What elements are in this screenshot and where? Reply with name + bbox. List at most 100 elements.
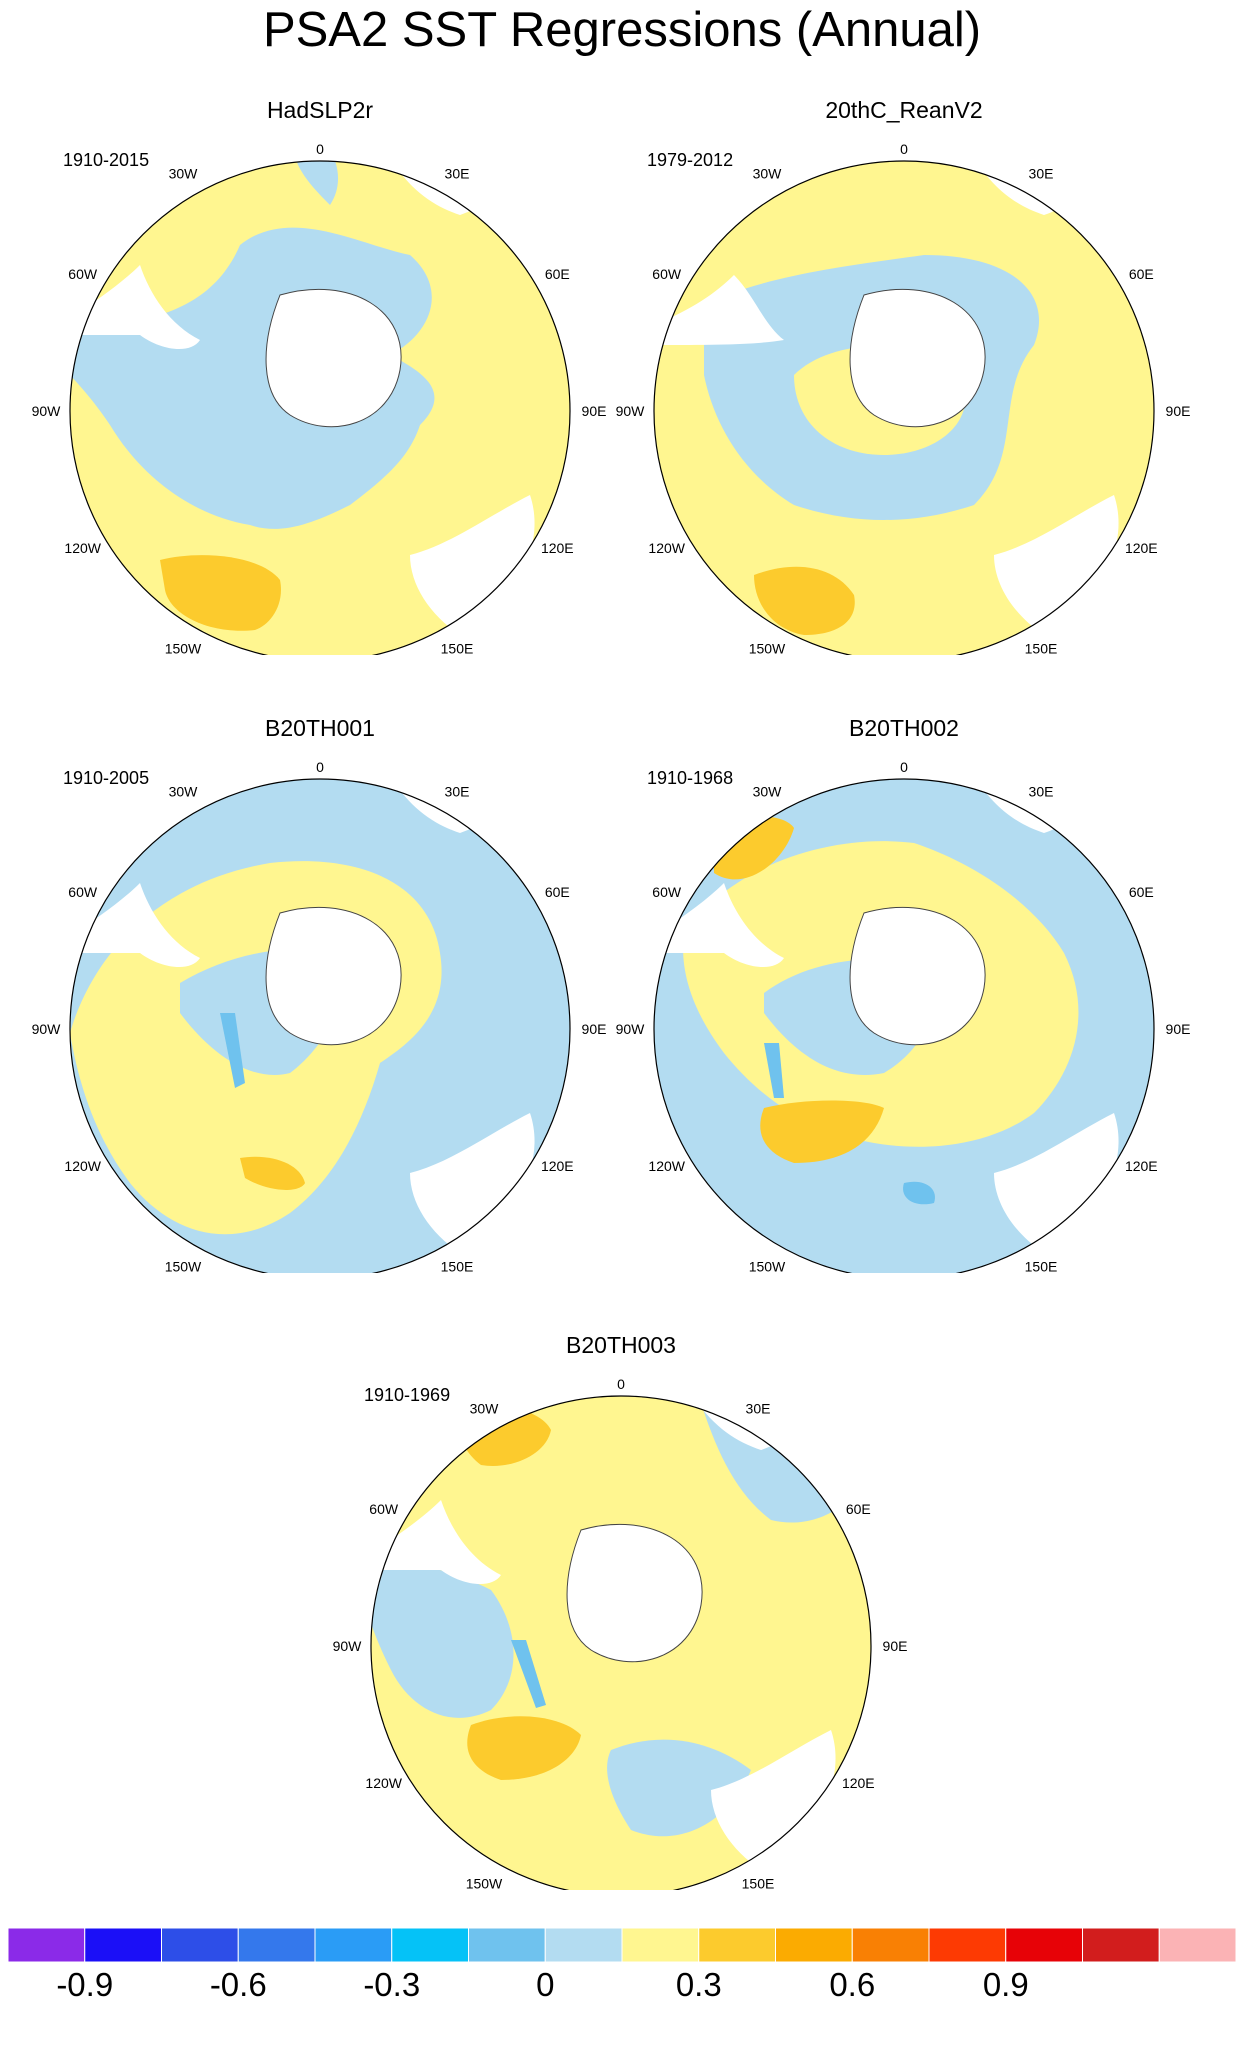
longitude-label: 90W [333, 1638, 363, 1654]
figure-title: PSA2 SST Regressions (Annual) [262, 3, 982, 57]
longitude-label: 30E [746, 1401, 771, 1417]
longitude-label: 120W [648, 540, 685, 556]
panel-title: B20TH002 [849, 715, 959, 741]
longitude-label: 120E [1125, 1158, 1158, 1174]
longitude-label: 0 [900, 759, 908, 775]
period-label: 1910-1969 [364, 1385, 451, 1405]
longitude-label: 150W [749, 1258, 786, 1273]
polar-map: 030E60E90E120E150E180150W120W90W60W30W [616, 759, 1191, 1273]
longitude-label: 30E [1029, 166, 1054, 182]
map-frame [653, 160, 1155, 655]
longitude-label: 0 [316, 759, 324, 775]
polar-map: 030E60E90E120E150E180150W120W90W60W30W [32, 759, 607, 1273]
longitude-label: 150W [165, 1258, 202, 1273]
longitude-label: 150E [742, 1875, 775, 1890]
longitude-label: 150E [441, 640, 474, 655]
longitude-label: 90W [32, 403, 62, 419]
longitude-label: 150E [441, 1258, 474, 1273]
colorbar-label: -0.9 [56, 1966, 114, 2003]
longitude-label: 60E [846, 1501, 871, 1517]
period-label: 1910-2015 [63, 150, 150, 170]
colorbar-swatch [621, 1928, 700, 1962]
map-panel-b20th002: B20TH002 1910-1968 030E60E90E120E150E180… [614, 713, 1194, 1273]
longitude-label: 90E [883, 1638, 908, 1654]
colorbar-label: -0.3 [363, 1966, 421, 2003]
longitude-label: 120W [64, 540, 101, 556]
longitude-label: 120E [541, 540, 574, 556]
colorbar-swatch [1082, 1928, 1160, 1962]
longitude-label: 90W [32, 1021, 62, 1037]
colorbar-label: 0.3 [675, 1966, 722, 2003]
map-panel-b20th003: B20TH003 1910-1969 030E60E90E120E150E180… [331, 1330, 911, 1890]
colorbar-swatch [237, 1928, 316, 1962]
longitude-label: 90E [582, 1021, 607, 1037]
longitude-label: 60E [1129, 266, 1154, 282]
longitude-label: 30E [445, 166, 470, 182]
colorbar-swatch [1005, 1928, 1083, 1962]
longitude-label: 150E [1025, 640, 1058, 655]
longitude-label: 60W [369, 1501, 399, 1517]
panel-title: HadSLP2r [266, 97, 374, 123]
period-label: 1910-2005 [63, 768, 150, 788]
polar-map: 030E60E90E120E150E180150W120W90W60W30W [32, 141, 606, 655]
colorbar-swatch [544, 1928, 623, 1962]
longitude-label: 120E [1125, 540, 1158, 556]
colorbar-swatch [851, 1928, 930, 1962]
longitude-label: 90W [616, 1021, 646, 1037]
longitude-label: 0 [900, 141, 908, 157]
longitude-label: 30W [470, 1401, 500, 1417]
longitude-label: 60W [68, 266, 98, 282]
longitude-label: 150W [165, 640, 202, 655]
colorbar-swatch [8, 1928, 86, 1962]
colorbar-swatch [698, 1928, 776, 1962]
longitude-label: 60W [652, 266, 682, 282]
longitude-label: 0 [617, 1376, 625, 1392]
map-frame [69, 778, 571, 1273]
longitude-label: 60W [652, 884, 682, 900]
map-frame [653, 778, 1155, 1273]
longitude-label: 120E [842, 1775, 875, 1791]
colorbar-swatch [468, 1928, 546, 1962]
longitude-label: 120E [541, 1158, 574, 1174]
map-panel-b20th001: B20TH001 1910-2005 030E60E90E120E150E180… [30, 713, 610, 1273]
period-label: 1910-1968 [647, 768, 734, 788]
map-frame [370, 1395, 872, 1890]
longitude-label: 120W [365, 1775, 402, 1791]
longitude-label: 30W [753, 166, 783, 182]
longitude-label: 90E [1166, 403, 1191, 419]
map-frame [69, 160, 571, 655]
colorbar-swatch [161, 1928, 239, 1962]
colorbar-label: 0.9 [982, 1966, 1029, 2003]
longitude-label: 90W [616, 403, 646, 419]
longitude-label: 30E [1029, 784, 1054, 800]
colorbar-swatch [928, 1928, 1007, 1962]
longitude-label: 150E [1025, 1258, 1058, 1273]
panel-title: B20TH003 [566, 1332, 676, 1358]
polar-map: 030E60E90E120E150E180150W120W90W60W30W [616, 141, 1191, 655]
longitude-label: 60W [68, 884, 98, 900]
colorbar [8, 1928, 1236, 1962]
colorbar-swatch [84, 1928, 162, 1962]
longitude-label: 150W [749, 640, 786, 655]
longitude-label: 120W [64, 1158, 101, 1174]
polar-map: 030E60E90E120E150E180150W120W90W60W30W [333, 1376, 908, 1890]
colorbar-label: -0.6 [209, 1966, 267, 2003]
colorbar-swatch [314, 1928, 393, 1962]
longitude-label: 60E [545, 884, 570, 900]
longitude-label: 60E [1129, 884, 1154, 900]
longitude-label: 0 [316, 141, 324, 157]
longitude-label: 30W [753, 784, 783, 800]
colorbar-swatch [391, 1928, 469, 1962]
colorbar-labels: -0.9 -0.6 -0.3 0 0.3 0.6 0.9 [0, 1966, 1244, 2026]
longitude-label: 90E [1166, 1021, 1191, 1037]
panel-title: B20TH001 [265, 715, 375, 741]
longitude-label: 30W [169, 166, 199, 182]
longitude-label: 30W [169, 784, 199, 800]
map-panel-20thc-reanv2: 20thC_ReanV2 1979-2012 0 30E 60E 90E 120E 150… [614, 95, 1194, 655]
colorbar-swatch [775, 1928, 853, 1962]
period-label: 1979-2012 [647, 150, 734, 170]
colorbar-label: 0.6 [829, 1966, 876, 2003]
longitude-label: 120W [648, 1158, 685, 1174]
map-panel-hadslp2r: HadSLP2r 1910-2015 030E60E90E120E150E180… [30, 95, 610, 655]
longitude-label: 30E [445, 784, 470, 800]
